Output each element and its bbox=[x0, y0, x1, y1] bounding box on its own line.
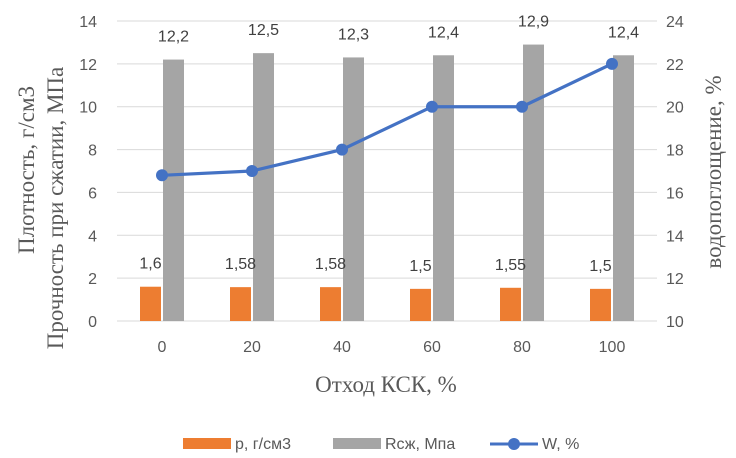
legend-label: р, г/см3 bbox=[235, 436, 291, 453]
line-point bbox=[426, 100, 438, 113]
y2-tick-label: 10 bbox=[666, 314, 684, 331]
bar bbox=[500, 287, 521, 321]
x-tick-label: 80 bbox=[513, 339, 531, 356]
y-tick-label: 10 bbox=[79, 100, 97, 117]
legend-label: W, % bbox=[542, 436, 579, 453]
bar bbox=[343, 57, 364, 322]
y2-tick-label: 24 bbox=[666, 14, 684, 31]
y2-tick-label: 14 bbox=[666, 228, 684, 245]
legend-swatch bbox=[333, 438, 381, 449]
y2-tick-label: 12 bbox=[666, 271, 684, 288]
bars bbox=[140, 44, 634, 322]
legend-label: Rсж, Мпа bbox=[385, 436, 455, 453]
bar bbox=[163, 59, 184, 321]
y-tick-label: 4 bbox=[88, 228, 97, 245]
x-tick-label: 60 bbox=[423, 339, 441, 356]
line-path bbox=[161, 62, 613, 177]
bar bbox=[140, 286, 161, 321]
line-series bbox=[156, 57, 618, 182]
legend: р, г/см3 Rсж, Мпа W, % bbox=[183, 436, 579, 453]
data-label: 1,5 bbox=[589, 258, 611, 275]
x-tick-label: 40 bbox=[333, 339, 351, 356]
y-axis-ticks: 0 2 4 6 8 10 12 14 bbox=[79, 14, 97, 331]
y2-tick-label: 18 bbox=[666, 143, 684, 160]
data-label: 1,5 bbox=[409, 258, 431, 275]
line-point bbox=[606, 57, 618, 70]
y-tick-label: 6 bbox=[88, 185, 97, 202]
y-tick-label: 12 bbox=[79, 57, 97, 74]
y2-axis-ticks: 10 12 14 16 18 20 22 24 bbox=[666, 14, 684, 331]
bar bbox=[590, 288, 611, 321]
x-axis-ticks: 0 20 40 60 80 100 bbox=[158, 339, 626, 356]
data-label: 12,5 bbox=[248, 22, 279, 39]
y-axis-title-line-1: Плотность, г/см3 bbox=[14, 86, 39, 254]
line-point bbox=[246, 165, 258, 177]
y2-tick-label: 16 bbox=[666, 185, 684, 202]
legend-marker bbox=[508, 438, 520, 450]
data-labels: 1,6 1,58 1,58 1,5 1,55 1,5 12,2 12,5 12,3 12,4 12,… bbox=[139, 14, 639, 275]
line-point bbox=[156, 169, 168, 182]
y-tick-label: 8 bbox=[88, 143, 97, 160]
y-tick-label: 0 bbox=[88, 314, 97, 331]
y-axis-title-line-2: Прочность при сжатии, МПа bbox=[43, 67, 68, 349]
y2-tick-label: 22 bbox=[666, 57, 684, 74]
line-point bbox=[336, 143, 348, 156]
data-label: 12,4 bbox=[428, 24, 459, 41]
x-tick-label: 20 bbox=[243, 339, 261, 356]
y-tick-label: 2 bbox=[88, 271, 97, 288]
bar bbox=[230, 287, 251, 321]
y-tick-label: 14 bbox=[79, 14, 97, 31]
data-label: 12,9 bbox=[518, 14, 549, 31]
x-tick-label: 100 bbox=[599, 339, 626, 356]
data-label: 1,55 bbox=[495, 257, 526, 274]
bar bbox=[523, 44, 544, 321]
legend-swatch bbox=[183, 438, 231, 449]
data-label: 1,58 bbox=[315, 256, 346, 273]
bar bbox=[320, 287, 341, 321]
line-point bbox=[516, 100, 528, 113]
x-tick-label: 0 bbox=[158, 339, 167, 356]
data-label: 1,58 bbox=[225, 256, 256, 273]
bar bbox=[253, 53, 274, 322]
bar bbox=[613, 55, 634, 322]
data-label: 1,6 bbox=[139, 256, 161, 273]
data-label: 12,2 bbox=[158, 29, 189, 46]
y2-axis-title: водопоглощение, % bbox=[701, 75, 726, 268]
data-label: 12,3 bbox=[338, 26, 369, 43]
bar bbox=[433, 55, 454, 322]
data-label: 12,4 bbox=[608, 24, 639, 41]
y2-tick-label: 20 bbox=[666, 100, 684, 117]
x-axis-title: Отход КСК, % bbox=[315, 372, 457, 397]
bar bbox=[410, 288, 431, 321]
gridlines bbox=[117, 20, 657, 322]
